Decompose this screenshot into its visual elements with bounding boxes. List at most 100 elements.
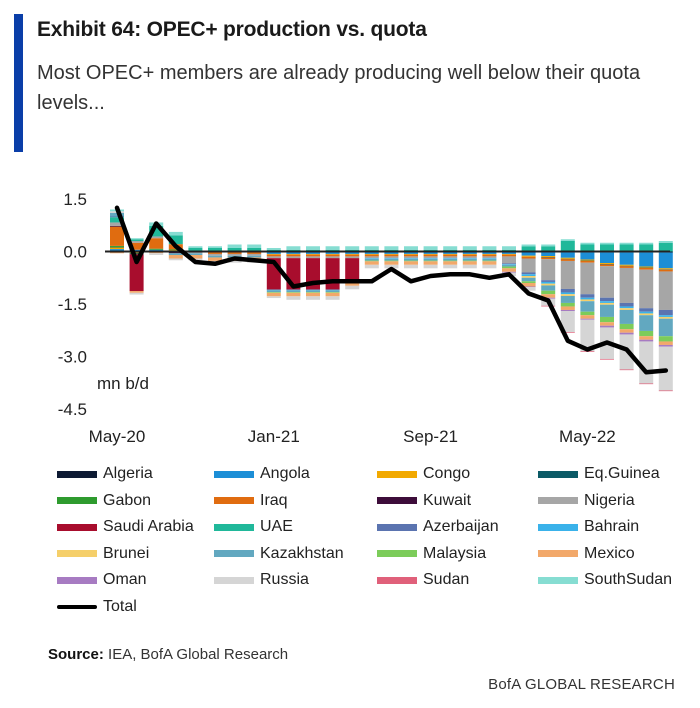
legend-swatch (214, 576, 254, 584)
bar-segment (580, 252, 595, 260)
bar-segment (482, 264, 497, 269)
bar-segment (129, 239, 144, 241)
bar-segment (619, 244, 634, 252)
bar-segment (286, 292, 301, 297)
bar-segment (443, 256, 458, 259)
legend-label: Kazakhstan (260, 544, 344, 562)
unit-label: mn b/d (97, 374, 149, 393)
legend-swatch (214, 470, 254, 478)
bar-segment (619, 309, 634, 324)
bar-segment (364, 260, 379, 262)
bar-segment (600, 301, 614, 303)
bar-segment (266, 253, 281, 255)
bar-segment (423, 253, 438, 255)
bar-segment (521, 258, 536, 273)
bar-segment (658, 318, 673, 337)
bar-segment (639, 266, 654, 268)
bar-segment (521, 272, 536, 275)
stacked-bar-chart: 1.50.0-1.5-3.0-4.5 May-20 Jan-21 Sep-21 May… (58, 190, 673, 446)
bar-segment (462, 246, 477, 250)
bar-segment (639, 311, 654, 314)
bar-segment (247, 252, 262, 254)
bar-segment (541, 244, 556, 247)
bar-segment (129, 252, 144, 254)
bar-segment (639, 252, 654, 267)
bar-segment (619, 308, 634, 310)
legend-swatch (377, 576, 417, 584)
legend-label: Saudi Arabia (103, 518, 194, 536)
bar-segment (306, 253, 320, 255)
legend-item: Kazakhstan (214, 545, 344, 563)
legend-swatch (57, 550, 97, 558)
bar-segment (325, 253, 340, 255)
legend-swatch (57, 470, 97, 478)
bar-segment (306, 254, 320, 257)
bar-segment (404, 260, 418, 262)
legend-item: Oman (57, 571, 147, 589)
bar-segment (306, 252, 320, 254)
bar-segment (423, 258, 438, 261)
legend-item: Eq.Guinea (538, 465, 660, 483)
bar-segment (129, 253, 144, 255)
legend-item: UAE (214, 518, 293, 536)
footer-brand: BofA GLOBAL RESEARCH (488, 676, 675, 693)
bar-segment (521, 277, 536, 282)
bar-segment (110, 225, 124, 227)
bar-segment (521, 246, 536, 252)
bar-segment (600, 252, 614, 264)
legend-label: UAE (260, 518, 293, 536)
legend-label: Mexico (584, 544, 635, 562)
bar-segment (541, 280, 556, 282)
bar-segment (521, 274, 536, 276)
legend-swatch (538, 576, 578, 584)
bar-segment (129, 241, 144, 243)
bar-segment (541, 246, 556, 252)
bar-segment (521, 276, 536, 278)
legend-label: Russia (260, 571, 309, 589)
bar-segment (600, 264, 614, 265)
bar-segment (600, 264, 614, 267)
source-text: IEA, BofA Global Research (108, 646, 289, 663)
legend-label: Bahrain (584, 518, 640, 536)
source-note: Source: IEA, BofA Global Research (48, 646, 288, 663)
bar-segment (639, 244, 654, 252)
legend-label: Sudan (423, 571, 470, 589)
bar-segment (580, 311, 595, 316)
bar-segment (110, 226, 124, 246)
x-axis: May-20 Jan-21 Sep-21 May-22 (89, 427, 616, 446)
legend-swatch (538, 497, 578, 505)
bar-segment (521, 283, 536, 287)
bar-segment (306, 296, 320, 300)
bar-segment (580, 301, 595, 312)
bar-segment (639, 383, 654, 385)
bar-segment (404, 252, 418, 254)
y-tick-label: -3.0 (58, 348, 87, 367)
bar-segment (658, 341, 673, 345)
legend-label: Congo (423, 465, 471, 482)
bar-segment (247, 248, 262, 252)
bar-segment (541, 257, 556, 260)
legend-label: Eq.Guinea (584, 465, 660, 482)
bar-segment (208, 253, 222, 256)
bar-segment (502, 266, 516, 269)
bar-segment (560, 288, 575, 293)
bar-segment (286, 254, 301, 257)
bar-segment (110, 247, 124, 250)
bar-segment (325, 252, 340, 254)
bar-segment (502, 256, 516, 264)
bar-segment (560, 311, 575, 332)
bar-segment (658, 269, 673, 270)
bar-segment (266, 256, 281, 259)
bar-segment (404, 253, 418, 255)
bar-segment (110, 222, 124, 226)
bar-segment (325, 290, 340, 293)
legend-swatch (538, 470, 578, 478)
bar-segment (129, 292, 144, 295)
bar-segment (619, 266, 634, 268)
bar-segment (129, 254, 144, 292)
bar-segment (541, 256, 556, 258)
bar-segment (658, 241, 673, 243)
bar-segment (404, 246, 418, 250)
bar-segment (325, 296, 340, 300)
bar-segment (110, 246, 124, 248)
